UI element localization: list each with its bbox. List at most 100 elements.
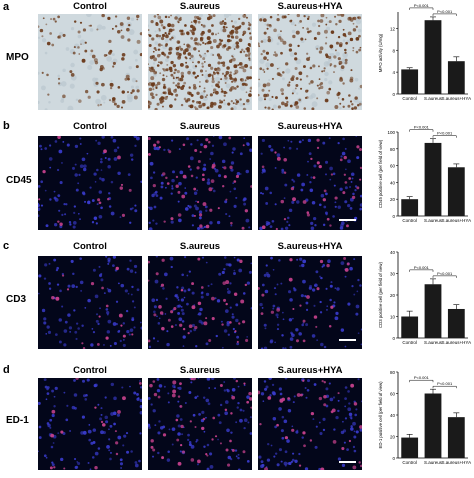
stained-cell xyxy=(206,94,209,97)
positive-cell xyxy=(353,402,358,406)
significance-bracket xyxy=(409,379,434,383)
tissue-texture xyxy=(111,60,114,63)
positive-cell xyxy=(302,431,306,435)
stained-cell xyxy=(266,82,271,87)
nucleus xyxy=(300,294,304,298)
tissue-texture xyxy=(101,25,106,30)
column-header-control: Control xyxy=(73,365,107,376)
stained-cell xyxy=(173,71,176,75)
nucleus xyxy=(160,181,164,185)
stained-cell xyxy=(227,34,231,38)
stained-cell xyxy=(240,65,245,70)
nucleus xyxy=(264,327,267,330)
positive-cell xyxy=(351,195,356,200)
y-axis-label: CD3 positive cell (per field of view) xyxy=(378,261,383,327)
nucleus xyxy=(46,325,50,329)
nucleus xyxy=(122,343,126,347)
nucleus xyxy=(286,216,290,220)
stained-cell xyxy=(299,78,302,81)
nucleus xyxy=(129,269,134,273)
stained-cell xyxy=(84,89,89,94)
nucleus xyxy=(160,185,164,189)
stained-cell xyxy=(120,35,125,39)
nucleus xyxy=(131,300,135,303)
stained-cell xyxy=(212,39,217,43)
positive-cell xyxy=(284,436,289,440)
stained-cell xyxy=(103,53,107,57)
stained-cell xyxy=(127,38,131,42)
stained-cell xyxy=(336,14,341,17)
stained-cell xyxy=(121,99,126,104)
positive-cell xyxy=(176,438,180,442)
nucleus xyxy=(77,327,80,330)
stained-cell xyxy=(334,15,337,18)
nucleus xyxy=(50,445,54,449)
y-axis-label: CD45 positive cell (per field of view) xyxy=(378,139,383,208)
nucleus xyxy=(38,425,42,429)
stained-cell xyxy=(297,44,300,48)
nucleus xyxy=(123,434,127,438)
positive-cell xyxy=(194,325,198,330)
stained-cell xyxy=(180,74,185,78)
stained-cell xyxy=(280,51,283,55)
nucleus xyxy=(276,316,279,319)
nucleus xyxy=(91,328,94,330)
nucleus xyxy=(198,319,202,324)
tissue-texture xyxy=(311,101,318,108)
stained-cell xyxy=(169,69,173,73)
nucleus xyxy=(225,263,229,266)
stained-cell xyxy=(302,65,306,69)
nucleus xyxy=(222,166,224,169)
nucleus xyxy=(206,443,210,447)
stained-cell xyxy=(227,102,231,106)
nucleus xyxy=(188,205,192,209)
positive-cell xyxy=(55,296,60,301)
stained-cell xyxy=(233,48,236,50)
nucleus xyxy=(56,266,60,270)
nucleus xyxy=(322,223,326,227)
stained-cell xyxy=(158,61,160,63)
stained-cell xyxy=(150,92,154,97)
nucleus xyxy=(290,460,293,463)
tissue-texture xyxy=(262,38,267,44)
positive-cell xyxy=(190,174,194,178)
positive-cell xyxy=(222,281,227,285)
nucleus xyxy=(49,198,52,201)
nucleus xyxy=(350,180,353,183)
nucleus xyxy=(260,152,263,155)
nucleus xyxy=(153,205,157,209)
stained-cell xyxy=(247,27,251,31)
nucleus xyxy=(97,322,100,326)
stained-cell xyxy=(155,21,159,25)
nucleus xyxy=(325,160,329,164)
nucleus xyxy=(112,138,117,143)
nucleus xyxy=(325,308,328,311)
column-header-control: Control xyxy=(73,1,107,12)
nucleus xyxy=(313,304,316,307)
nucleus xyxy=(177,387,180,389)
stained-cell xyxy=(47,93,50,96)
nucleus xyxy=(261,307,264,309)
stained-cell xyxy=(203,87,206,90)
nucleus xyxy=(73,205,77,208)
nucleus xyxy=(83,164,87,168)
nucleus xyxy=(348,402,351,405)
positive-cell xyxy=(177,190,181,194)
nucleus xyxy=(79,218,81,220)
stained-cell xyxy=(318,78,321,80)
nucleus xyxy=(148,423,151,427)
stained-cell xyxy=(318,83,322,87)
y-tick-label: 12 xyxy=(390,26,396,31)
stained-cell xyxy=(290,77,295,82)
nucleus xyxy=(54,333,58,336)
stained-cell xyxy=(109,99,112,102)
positive-cell xyxy=(291,428,295,432)
nucleus xyxy=(325,387,329,391)
positive-cell xyxy=(306,295,310,299)
nucleus xyxy=(129,328,134,332)
nucleus xyxy=(217,438,219,441)
stained-cell xyxy=(174,98,177,101)
tissue-texture xyxy=(69,83,75,89)
positive-cell xyxy=(94,406,97,409)
nucleus xyxy=(48,282,51,285)
